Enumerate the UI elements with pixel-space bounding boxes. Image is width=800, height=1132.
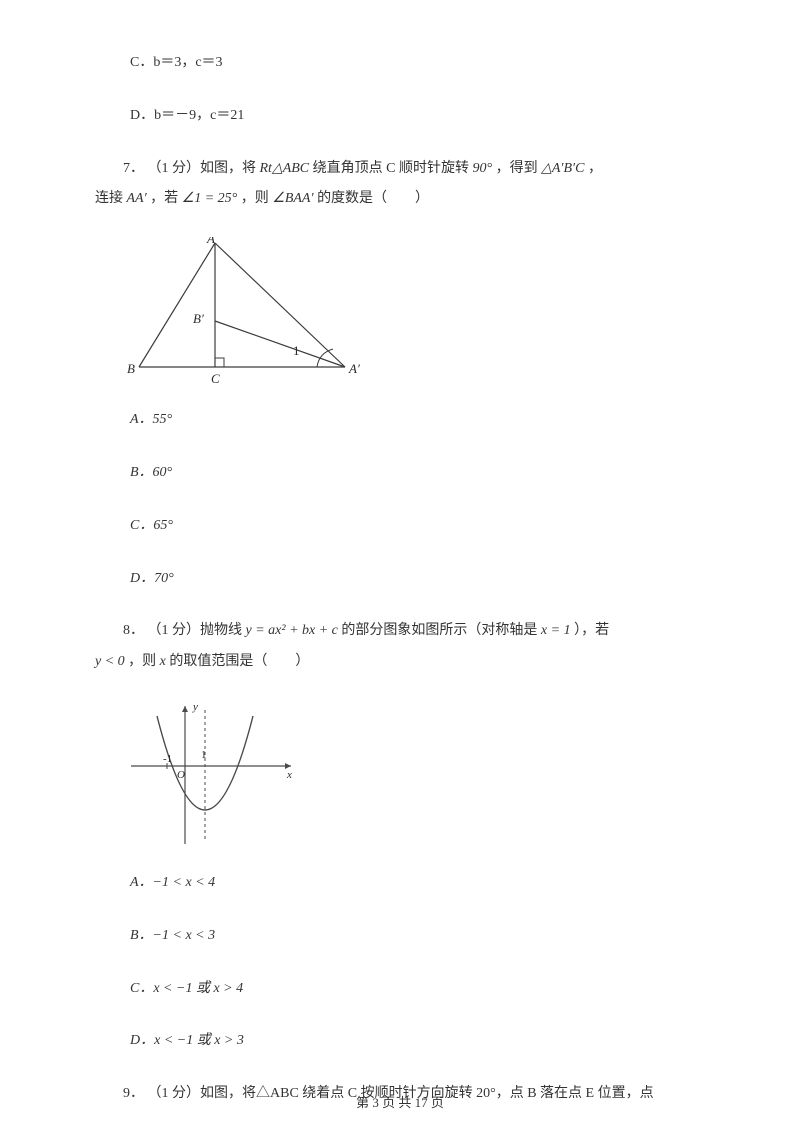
q7-opt-b-text: B．60°: [130, 465, 172, 480]
svg-text:B′: B′: [193, 311, 204, 326]
q7-line2d: 的度数是（ ）: [314, 191, 430, 206]
svg-text:B: B: [127, 361, 135, 376]
q8-opt-d-text: D．x < −1 或 x > 3: [130, 1033, 244, 1048]
figure-q7: A B′ B C A′ 1: [123, 237, 705, 387]
q7-opt-a-text: A．55°: [130, 412, 172, 427]
q7-m6: ∠BAA′: [272, 191, 313, 206]
q7-line2a: 连接: [95, 191, 127, 206]
q7-mid3: ，: [584, 161, 602, 176]
q8-prefix: 8． （1 分）抛物线: [123, 623, 246, 638]
q8-line2a: y < 0: [95, 654, 125, 669]
q7-m3: △A′B′C: [541, 161, 584, 176]
q7-mid1: 绕直角顶点 C 顺时针旋转: [309, 161, 472, 176]
q7-option-b: B．60°: [95, 458, 705, 489]
page-footer: 第 3 页 共 17 页: [0, 1093, 800, 1113]
q7-m4: AA′: [127, 191, 147, 206]
q7-mid2: ，得到: [492, 161, 541, 176]
svg-text:A: A: [206, 237, 215, 246]
parabola-diagram: y x -1 1 O: [123, 700, 303, 850]
svg-text:C: C: [211, 371, 220, 386]
q8-opt-a-text: A．−1 < x < 4: [130, 875, 215, 890]
q7-prefix: 7． （1 分）如图，将: [123, 161, 260, 176]
q7-option-a: A．55°: [95, 405, 705, 436]
q7-opt-c-text: C．65°: [130, 518, 173, 533]
svg-text:1: 1: [293, 343, 300, 358]
q7-m1: Rt△ABC: [260, 161, 310, 176]
svg-text:A′: A′: [348, 361, 360, 376]
svg-text:x: x: [286, 769, 292, 781]
figure-q8: y x -1 1 O: [123, 700, 705, 850]
q8-m1: y = ax² + bx + c: [246, 623, 338, 638]
q8-option-b: B．−1 < x < 3: [95, 921, 705, 952]
q8-line2b: ，则: [125, 654, 160, 669]
svg-text:1: 1: [201, 749, 207, 761]
triangle-diagram: A B′ B C A′ 1: [123, 237, 361, 387]
q7-option-d: D．70°: [95, 564, 705, 595]
q8-mid2: ），若: [571, 623, 610, 638]
q7-m2: 90°: [473, 161, 493, 176]
question-8: 8． （1 分）抛物线 y = ax² + bx + c 的部分图象如图所示（对…: [95, 616, 705, 678]
q7-opt-d-text: D．70°: [130, 571, 174, 586]
q7-m5: ∠1 = 25°: [182, 191, 238, 206]
option-c-prev: C．b＝3，c＝3: [95, 48, 705, 79]
q8-mid1: 的部分图象如图所示（对称轴是: [338, 623, 541, 638]
q8-option-c: C．x < −1 或 x > 4: [95, 974, 705, 1005]
q7-option-c: C．65°: [95, 511, 705, 542]
q8-line2c: 的取值范围是（ ）: [166, 654, 310, 669]
svg-text:O: O: [177, 769, 185, 781]
q8-opt-b-text: B．−1 < x < 3: [130, 928, 215, 943]
q8-opt-c-text: C．x < −1 或 x > 4: [130, 981, 243, 996]
q7-line2b: ，若: [147, 191, 182, 206]
q8-option-a: A．−1 < x < 4: [95, 868, 705, 899]
svg-text:y: y: [192, 701, 198, 713]
q8-m2: x = 1: [541, 623, 571, 638]
option-d-prev: D．b＝－9，c＝21: [95, 101, 705, 132]
question-7: 7． （1 分）如图，将 Rt△ABC 绕直角顶点 C 顺时针旋转 90° ，得…: [95, 154, 705, 216]
q7-line2c: ，则: [237, 191, 272, 206]
q8-option-d: D．x < −1 或 x > 3: [95, 1026, 705, 1057]
svg-text:-1: -1: [163, 753, 172, 765]
